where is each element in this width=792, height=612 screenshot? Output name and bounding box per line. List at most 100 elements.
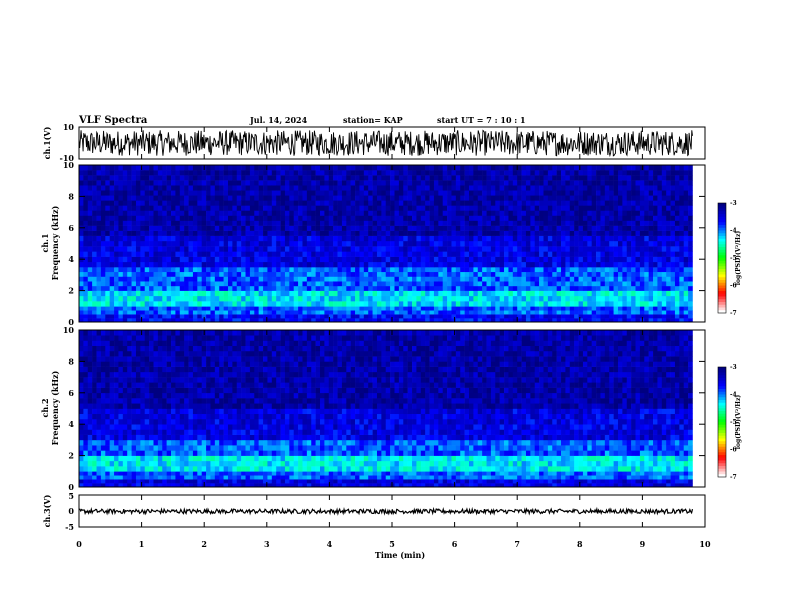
spectrogram-cell xyxy=(210,295,216,302)
ch1-waveform-line xyxy=(78,129,693,158)
spectrogram-cell xyxy=(280,165,286,171)
spectrogram-cell xyxy=(227,215,233,221)
ch1-waveform-ylabel: ch.1(V) xyxy=(42,126,52,159)
spectrogram-cell xyxy=(587,205,592,211)
spectrogram-cell xyxy=(666,267,671,273)
spectrogram-cell xyxy=(175,295,181,302)
spectrogram-cell xyxy=(175,235,181,242)
spectrogram-cell xyxy=(521,180,527,186)
spectrogram-cell xyxy=(613,195,619,201)
spectrogram-cell xyxy=(473,479,479,484)
spectrogram-cell xyxy=(552,246,557,252)
spectrogram-cell xyxy=(210,306,216,311)
spectrogram-cell xyxy=(333,195,338,201)
spectrogram-cell xyxy=(508,170,514,176)
spectrogram-cell xyxy=(525,314,531,319)
spectrogram-cell xyxy=(534,225,540,231)
spectrogram-cell xyxy=(429,200,435,206)
spectrogram-cell xyxy=(644,276,649,282)
spectrogram-cell xyxy=(530,251,536,257)
spectrogram-cell xyxy=(473,205,479,211)
spectrogram-cell xyxy=(341,205,347,211)
spectrogram-cell xyxy=(241,170,246,176)
spectrogram-cell xyxy=(482,225,487,231)
spectrogram-cell xyxy=(390,230,395,236)
spectrogram-cell xyxy=(556,295,562,302)
spectrogram-cell xyxy=(639,175,645,181)
spectrogram-cell xyxy=(525,267,531,273)
spectrogram-cell xyxy=(210,165,216,171)
spectrogram-cell xyxy=(363,295,369,302)
spectrogram-cell xyxy=(346,175,351,181)
spectrogram-cell xyxy=(328,215,334,221)
spectrogram-cell xyxy=(534,256,540,263)
spectrogram-cell xyxy=(355,170,360,176)
spectrogram-cell xyxy=(683,180,689,186)
spectrogram-cell xyxy=(486,165,492,171)
spectrogram-cell xyxy=(306,301,312,307)
spectrogram-cell xyxy=(179,310,185,315)
spectrogram-cell xyxy=(157,256,163,263)
spectrogram-cell xyxy=(631,290,636,297)
spectrogram-cell xyxy=(617,165,623,171)
spectrogram-cell xyxy=(534,267,540,273)
spectrogram-cell xyxy=(333,220,338,226)
spectrogram-cell xyxy=(298,180,303,186)
spectrogram-cell xyxy=(140,165,146,171)
spectrogram-cell xyxy=(512,301,518,307)
spectrogram-cell xyxy=(284,290,290,297)
spectrogram-cell xyxy=(232,190,238,196)
spectrogram-cell xyxy=(486,205,492,211)
spectrogram-cell xyxy=(144,318,150,323)
spectrogram-cell xyxy=(504,240,509,247)
spectrogram-cell xyxy=(227,251,233,257)
spectrogram-cell xyxy=(653,240,658,247)
spectrogram-cell xyxy=(144,267,150,273)
spectrogram-cell xyxy=(368,210,373,216)
spectrogram-cell xyxy=(311,281,316,287)
spectrogram-cell xyxy=(118,230,124,236)
spectrogram-cell xyxy=(355,165,360,171)
spectrogram-cell xyxy=(433,190,439,196)
spectrogram-cell xyxy=(162,256,167,263)
spectrogram-cell xyxy=(201,301,207,307)
spectrogram-cell xyxy=(157,180,163,186)
spectrogram-cell xyxy=(214,290,220,297)
spectrogram-cell xyxy=(561,295,566,302)
spectrogram-cell xyxy=(460,276,465,282)
spectrogram-cell xyxy=(613,318,619,323)
spectrogram-cell xyxy=(328,185,334,191)
spectrogram-cell xyxy=(341,180,347,186)
spectrogram-cell xyxy=(350,276,356,282)
spectrogram-cell xyxy=(512,256,518,263)
spectrogram-cell xyxy=(473,165,479,171)
spectrogram-cell xyxy=(617,205,623,211)
spectrogram-cell xyxy=(131,281,137,287)
spectrogram-cell xyxy=(149,314,154,319)
spectrogram-cell xyxy=(490,306,496,311)
spectrogram-cell xyxy=(276,290,281,297)
spectrogram-cell xyxy=(420,479,426,484)
spectrogram-cell xyxy=(100,475,106,480)
spectrogram-cell xyxy=(192,479,198,484)
spectrogram-cell xyxy=(289,261,295,268)
spectrogram-cell xyxy=(565,251,571,257)
spectrogram-cell xyxy=(197,190,202,196)
spectrogram-cell xyxy=(609,190,614,196)
spectrogram-cell xyxy=(525,483,531,488)
spectrogram-cell xyxy=(447,210,452,216)
spectrogram-cell xyxy=(254,210,259,216)
spectrogram-cell xyxy=(201,240,207,247)
spectrogram-cell xyxy=(604,301,610,307)
spectrogram-cell xyxy=(302,225,308,231)
spectrogram-cell xyxy=(328,251,334,257)
spectrogram-cell xyxy=(131,318,137,323)
spectrogram-cell xyxy=(350,479,356,484)
colorbar-swatch xyxy=(718,266,726,270)
spectrogram-cell xyxy=(210,230,216,236)
spectrogram-cell xyxy=(425,185,430,191)
spectrogram-cell xyxy=(390,261,395,268)
spectrogram-cell xyxy=(578,230,584,236)
spectrogram-cell xyxy=(582,295,588,302)
spectrogram-cell xyxy=(587,165,592,171)
